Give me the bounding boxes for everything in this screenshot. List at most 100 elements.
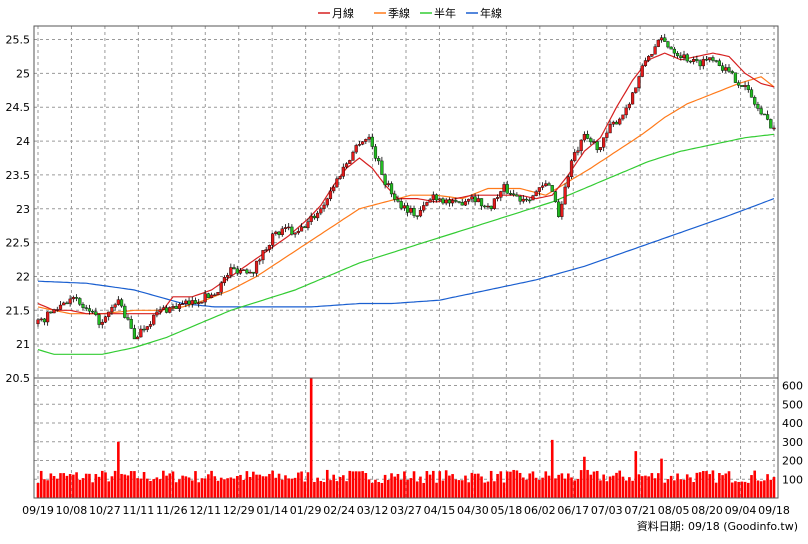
candle-body [328, 190, 333, 200]
volume-bar [438, 471, 442, 498]
volume-bar [55, 478, 59, 498]
candle-body [753, 97, 757, 105]
volume-bar [171, 471, 175, 498]
volume-bar [235, 476, 239, 498]
volume-bar [297, 472, 300, 498]
ma-year-line [37, 198, 775, 308]
candle-body [666, 41, 670, 48]
volume-bar [464, 475, 467, 498]
volume-bar [612, 475, 615, 498]
candle-body [557, 201, 561, 217]
volume-bar [178, 479, 181, 498]
candle-body [222, 277, 227, 284]
volume-bar [554, 478, 557, 498]
candle-body [213, 294, 217, 297]
volume-bar [46, 480, 49, 498]
candle-body [277, 231, 281, 235]
volume-bar [512, 469, 515, 498]
candle-body [553, 191, 558, 203]
volume-bar [390, 473, 393, 498]
candle-body [675, 52, 680, 57]
date-tick-label: 11/26 [156, 504, 188, 517]
volume-bar [387, 479, 390, 498]
volume-bar [592, 471, 596, 498]
volume-bar [624, 480, 628, 498]
candle-body [589, 138, 593, 143]
volume-bar [766, 474, 769, 498]
volume-bar [229, 477, 233, 498]
candle-body [203, 293, 207, 303]
candle-body [71, 297, 75, 300]
volume-bar [493, 481, 496, 498]
volume-bar [332, 474, 335, 498]
volume-bar [528, 473, 532, 498]
volume-bar [669, 475, 673, 498]
candle-body [634, 87, 638, 93]
date-tick-label: 01/14 [256, 504, 288, 517]
volume-bar [499, 471, 503, 498]
volume-bar [415, 481, 419, 498]
volume-bar [734, 481, 737, 498]
date-tick-label: 04/15 [424, 504, 456, 517]
candle-body [312, 215, 317, 219]
candle-body [483, 205, 487, 208]
volume-bar [165, 475, 168, 498]
candle-body [592, 141, 596, 143]
candle-body [380, 160, 384, 175]
candle-body [582, 134, 586, 141]
candle-body [547, 183, 551, 186]
volume-bar [763, 480, 766, 498]
volume-bar [759, 481, 763, 498]
volume-bar [692, 482, 695, 498]
candle-body [209, 294, 214, 298]
candle-body [772, 127, 776, 130]
volume-bar [425, 471, 429, 498]
volume-bar [695, 472, 699, 498]
volume-bar [557, 474, 560, 498]
volume-bar [287, 478, 290, 498]
volume-bar [457, 480, 461, 498]
volume-bar [428, 474, 432, 498]
candle-body [544, 183, 548, 187]
candle-body [335, 178, 339, 188]
volume-bar [435, 482, 438, 498]
candle-body [563, 186, 567, 205]
candle-body [460, 202, 464, 206]
legend-label: 季線 [388, 6, 410, 20]
candle-body [412, 208, 416, 216]
date-tick-label: 07/03 [591, 504, 623, 517]
volume-tick-label: 200 [782, 455, 803, 468]
candle-body [608, 123, 612, 134]
candle-body [714, 60, 718, 62]
volume-bar [174, 482, 178, 498]
candle-body [190, 300, 194, 305]
candle-body [316, 212, 320, 219]
candle-body [640, 65, 644, 77]
volume-bar [403, 471, 406, 498]
volume-bar [216, 480, 220, 498]
volume-bar [505, 471, 509, 498]
date-tick-label: 09/19 [22, 504, 54, 517]
candle-body [692, 58, 696, 62]
ma-half-line [37, 133, 775, 355]
volume-bar [473, 473, 477, 498]
candle-body [531, 195, 535, 201]
candle-body [39, 318, 43, 321]
volume-bar [184, 476, 188, 498]
candle-body [261, 250, 265, 261]
candle-body [579, 139, 583, 151]
volume-bar [348, 470, 352, 498]
candle-body [142, 328, 146, 331]
candle-body [197, 302, 201, 304]
candle-body [576, 150, 580, 153]
candle-body [643, 60, 648, 66]
volume-bar [589, 474, 593, 498]
date-tick-label: 11/11 [123, 504, 155, 517]
candle-body [495, 197, 500, 199]
volume-bar [342, 475, 345, 498]
legend-label: 半年 [434, 6, 456, 20]
candle-body [177, 304, 182, 309]
date-tick-label: 05/18 [491, 504, 523, 517]
candle-body [406, 205, 410, 213]
